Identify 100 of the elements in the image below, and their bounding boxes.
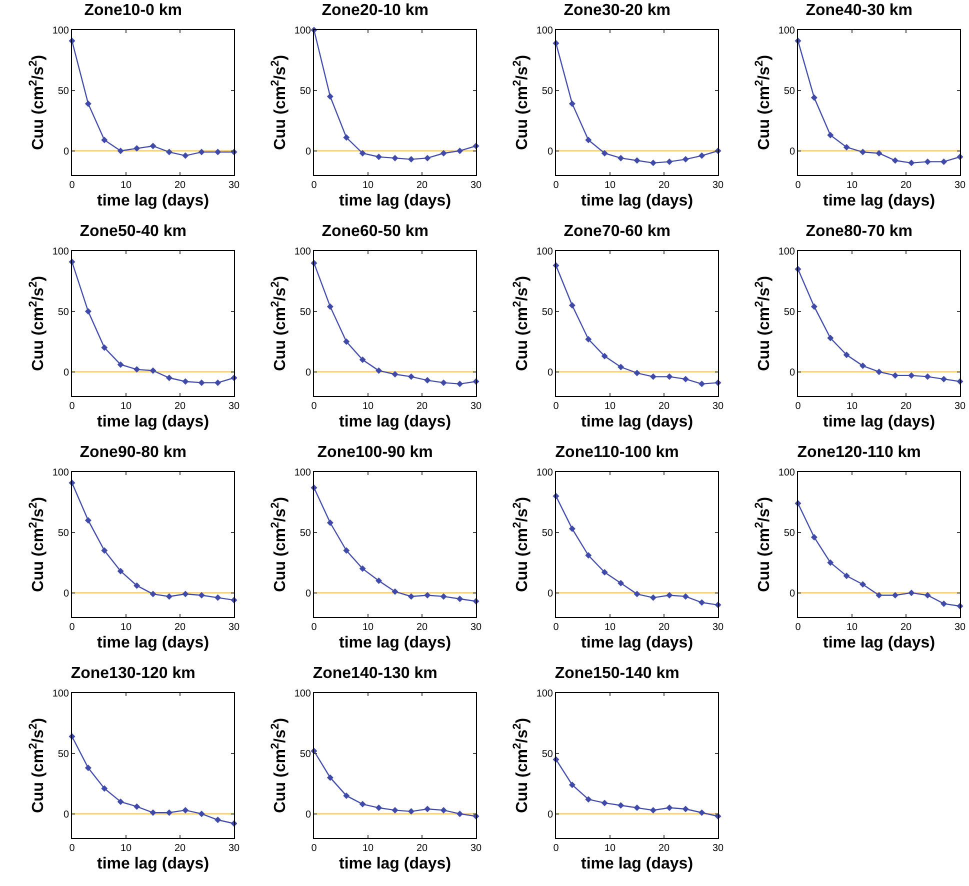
point [150, 367, 156, 374]
y-tick-label: 100 [536, 468, 554, 478]
point [150, 590, 156, 598]
point [634, 157, 640, 164]
point [456, 810, 464, 818]
chart-title: Zone120-110 km [797, 444, 921, 462]
x-tick-label: 20 [174, 622, 186, 633]
point [682, 156, 689, 163]
point [666, 158, 673, 165]
point [682, 806, 689, 812]
y-tick-label: 0 [305, 588, 312, 600]
point [585, 136, 592, 144]
point [843, 144, 850, 150]
point [117, 148, 124, 154]
point [860, 148, 866, 156]
x-tick-label: 10 [846, 622, 858, 633]
point [166, 148, 172, 156]
y-tick-label: 100 [536, 246, 554, 258]
chart-title: Zone70-60 km [564, 223, 670, 240]
point [601, 569, 608, 576]
y-tick-label: 100 [52, 688, 70, 700]
x-tick-label: 10 [362, 843, 374, 854]
x-tick-label: 20 [900, 180, 912, 191]
point [392, 806, 398, 814]
x-tick-label: 30 [470, 401, 482, 412]
point [117, 798, 124, 805]
point [618, 802, 624, 809]
point [101, 136, 108, 144]
point [84, 517, 92, 524]
chart-title: Zone80-70 km [806, 223, 912, 240]
chart-title: Zone150-140 km [554, 665, 680, 682]
x-axis-title: time lag (days) [338, 856, 452, 873]
x-tick-label: 30 [712, 401, 724, 412]
point [585, 796, 592, 803]
point [908, 372, 915, 379]
x-tick-label: 10 [846, 401, 858, 412]
point [843, 572, 850, 580]
point [682, 376, 689, 382]
point [860, 581, 866, 588]
point [618, 364, 624, 370]
point [456, 596, 464, 602]
chart-title: Zone30-20 km [564, 2, 670, 20]
point [326, 520, 334, 526]
point [892, 592, 898, 598]
point [134, 803, 140, 810]
point [568, 302, 576, 309]
x-axis-title: time lag (days) [580, 634, 694, 652]
point [924, 158, 931, 165]
point [359, 150, 366, 156]
y-tick-label: 100 [52, 26, 70, 36]
y-tick-label: 100 [778, 26, 796, 36]
point [698, 152, 706, 159]
y-tick-label: 50 [300, 528, 312, 539]
point [585, 336, 592, 342]
point [84, 764, 92, 772]
point [634, 804, 640, 812]
y-tick-label: 0 [305, 146, 312, 158]
point [117, 568, 124, 574]
point [359, 800, 366, 808]
y-tick-label: 50 [542, 748, 554, 760]
point [326, 303, 334, 310]
chart-title: Zone90-80 km [80, 444, 186, 462]
x-axis-title: time lag (days) [580, 856, 694, 873]
x-tick-label: 10 [362, 401, 374, 412]
x-tick-label: 10 [120, 843, 132, 854]
y-tick-label: 50 [300, 306, 312, 318]
point [134, 145, 140, 152]
x-tick-label: 30 [470, 622, 482, 633]
chart-title: Zone100-90 km [317, 444, 433, 462]
chart-title: Zone50-40 km [80, 223, 186, 240]
x-tick-label: 30 [712, 622, 724, 633]
point [924, 373, 931, 380]
x-tick-label: 10 [120, 622, 132, 633]
x-tick-label: 10 [120, 180, 132, 191]
y-tick-label: 50 [58, 748, 70, 760]
y-tick-label: 100 [294, 688, 312, 700]
point [892, 372, 898, 379]
y-tick-label: 50 [784, 528, 796, 539]
x-tick-label: 20 [416, 843, 428, 854]
x-tick-label: 30 [228, 401, 240, 412]
x-axis-title: time lag (days) [822, 634, 936, 652]
point [650, 160, 656, 166]
point [198, 148, 205, 156]
point [359, 565, 366, 572]
y-tick-label: 0 [547, 588, 554, 600]
x-tick-label: 10 [604, 843, 616, 854]
point [150, 142, 156, 150]
y-tick-label: 100 [294, 26, 312, 36]
y-tick-label: 0 [63, 809, 70, 820]
x-axis-title: time lag (days) [96, 192, 210, 210]
point [343, 547, 350, 554]
point [214, 148, 222, 156]
point [634, 590, 640, 598]
point [214, 594, 222, 601]
x-axis-title: time lag (days) [822, 192, 936, 210]
point [150, 809, 156, 816]
point [408, 593, 414, 600]
point [666, 373, 673, 380]
point [392, 154, 398, 162]
point [810, 94, 818, 101]
